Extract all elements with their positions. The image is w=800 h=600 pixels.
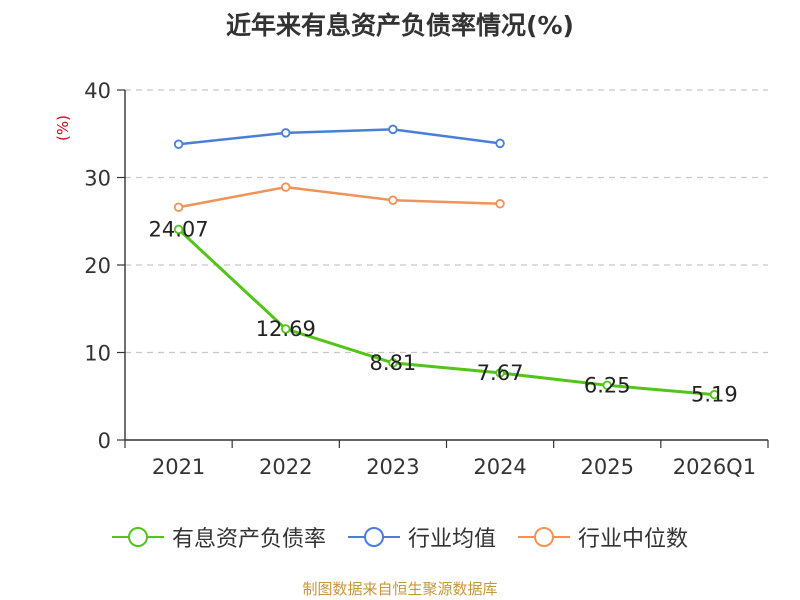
chart-title: 近年来有息资产负债率情况(%) bbox=[226, 11, 574, 40]
data-point bbox=[173, 202, 184, 212]
y-tick-label: 0 bbox=[98, 429, 111, 453]
data-point bbox=[281, 182, 291, 192]
series-line bbox=[178, 185, 501, 209]
legend-marker-blue-icon bbox=[347, 525, 400, 549]
data-point bbox=[495, 368, 505, 378]
series-line bbox=[178, 128, 501, 146]
data-label: 6.25 bbox=[584, 373, 631, 397]
source-note: 制图数据来自恒生聚源数据库 bbox=[302, 580, 498, 598]
x-tick-label: 2024 bbox=[473, 455, 526, 479]
data-label: 24.07 bbox=[149, 217, 209, 241]
y-tick-label: 30 bbox=[84, 167, 111, 191]
data-point bbox=[388, 195, 398, 205]
legend-marker-green-icon bbox=[111, 525, 164, 549]
legend: 有息资产负债率 行业均值 行业中位数 bbox=[0, 520, 800, 554]
legend-marker-orange-icon bbox=[518, 525, 570, 549]
data-point bbox=[495, 138, 505, 149]
y-tick-label: 10 bbox=[84, 342, 111, 366]
series-line bbox=[177, 228, 715, 397]
data-label: 5.19 bbox=[691, 383, 738, 407]
data-point bbox=[173, 224, 184, 235]
legend-label: 行业均值 bbox=[407, 527, 496, 552]
legend-item-debt-ratio[interactable]: 有息资产负债率 bbox=[111, 521, 326, 553]
x-tick-label: 2026Q1 bbox=[673, 455, 756, 479]
data-point bbox=[495, 199, 505, 209]
y-axis-label: (%) bbox=[54, 115, 72, 141]
x-tick-label: 2022 bbox=[259, 455, 312, 479]
data-label: 12.69 bbox=[256, 317, 316, 341]
legend-item-industry-mean[interactable]: 行业均值 bbox=[347, 521, 496, 553]
data-point bbox=[388, 358, 398, 368]
data-point bbox=[709, 389, 720, 400]
data-label: 7.67 bbox=[477, 361, 524, 385]
legend-label: 行业中位数 bbox=[578, 527, 689, 552]
legend-label: 有息资产负债率 bbox=[171, 527, 326, 552]
data-point bbox=[388, 124, 398, 135]
data-point bbox=[602, 380, 612, 391]
x-tick-label: 2025 bbox=[581, 455, 634, 479]
y-tick-label: 40 bbox=[84, 79, 111, 103]
x-tick-label: 2021 bbox=[152, 455, 205, 479]
legend-item-industry-median[interactable]: 行业中位数 bbox=[518, 521, 688, 553]
data-label: 8.81 bbox=[370, 351, 417, 375]
data-point bbox=[281, 324, 291, 334]
x-tick-label: 2023 bbox=[366, 455, 419, 479]
data-point bbox=[173, 139, 184, 149]
data-point bbox=[281, 128, 291, 138]
y-tick-label: 20 bbox=[84, 254, 111, 278]
